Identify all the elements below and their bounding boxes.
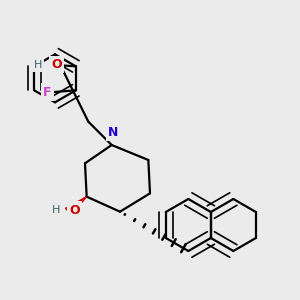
Text: N: N: [108, 126, 119, 139]
Text: O: O: [69, 203, 80, 217]
Text: H: H: [52, 205, 60, 215]
Text: O: O: [52, 58, 62, 71]
Text: H: H: [34, 60, 42, 70]
Text: F: F: [43, 85, 52, 98]
Polygon shape: [66, 197, 87, 215]
